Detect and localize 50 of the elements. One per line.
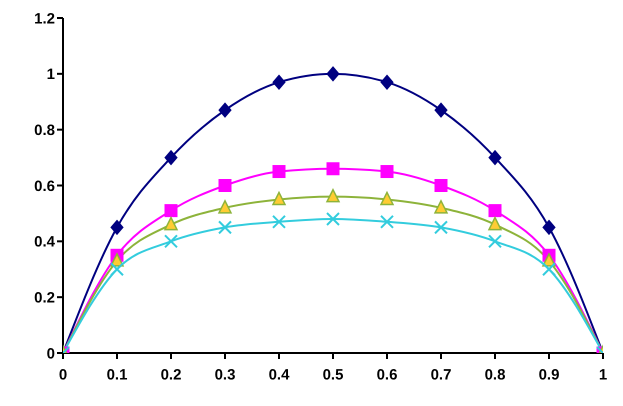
point bbox=[272, 165, 286, 178]
point bbox=[164, 216, 178, 230]
point bbox=[542, 262, 556, 276]
x-tick-label: 0.6 bbox=[376, 366, 398, 384]
x-tick-label: 0.1 bbox=[106, 366, 128, 384]
y-tick-label: 0.6 bbox=[34, 178, 55, 195]
point bbox=[434, 200, 448, 214]
point bbox=[326, 212, 340, 226]
point bbox=[218, 200, 232, 214]
point bbox=[434, 179, 448, 192]
point bbox=[542, 220, 556, 235]
point bbox=[272, 192, 286, 206]
point bbox=[380, 214, 394, 229]
point bbox=[164, 150, 178, 166]
y-tick-label: 0.8 bbox=[34, 122, 55, 139]
point bbox=[164, 204, 178, 218]
point bbox=[488, 204, 502, 218]
point bbox=[218, 179, 232, 192]
y-tick-label: 0.2 bbox=[34, 289, 55, 306]
x-tick-label: 0.8 bbox=[484, 366, 506, 384]
point bbox=[380, 74, 394, 90]
point bbox=[326, 188, 340, 202]
point bbox=[272, 214, 286, 229]
point bbox=[218, 102, 232, 118]
y-tick-label: 0.4 bbox=[34, 234, 56, 251]
x-tick-label: 0.5 bbox=[322, 366, 344, 384]
point bbox=[110, 220, 124, 235]
y-tick-label: 1 bbox=[46, 66, 55, 84]
point bbox=[218, 220, 232, 234]
point bbox=[380, 165, 394, 178]
x-tick-label: 0.7 bbox=[430, 366, 452, 384]
y-tick-label: 0 bbox=[46, 345, 55, 362]
point bbox=[488, 150, 502, 166]
x-tick-label: 0.4 bbox=[268, 366, 290, 384]
point bbox=[326, 66, 340, 82]
point bbox=[380, 192, 394, 206]
point bbox=[272, 74, 286, 90]
x-tick-label: 0 bbox=[58, 366, 68, 384]
y-tick-label: 1.2 bbox=[34, 10, 55, 28]
point bbox=[164, 234, 178, 248]
point bbox=[488, 216, 502, 230]
x-tick-label: 1 bbox=[598, 366, 608, 384]
point bbox=[110, 262, 124, 276]
point bbox=[326, 162, 340, 176]
x-tick-label: 0.3 bbox=[214, 366, 236, 384]
x-tick-label: 0.2 bbox=[160, 366, 182, 384]
x-tick-label: 0.9 bbox=[538, 366, 560, 384]
point bbox=[488, 234, 502, 248]
point bbox=[434, 220, 448, 234]
point bbox=[434, 102, 448, 118]
